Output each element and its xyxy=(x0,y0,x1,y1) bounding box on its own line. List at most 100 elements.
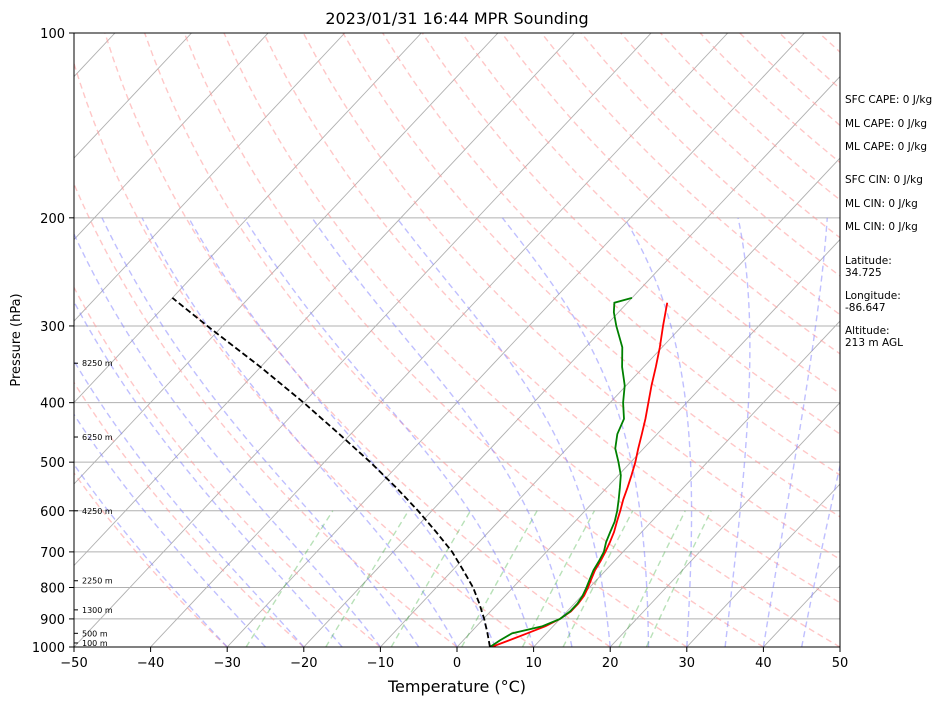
dry-adiabat xyxy=(74,286,381,647)
isotherm-line xyxy=(533,320,840,647)
x-tick-label: −40 xyxy=(137,656,164,671)
y-tick-label: 400 xyxy=(40,397,65,412)
isotherm-line xyxy=(456,238,840,647)
height-label: 500 m xyxy=(82,629,108,638)
mixing-ratio-line xyxy=(521,510,596,647)
chart-title: 2023/01/31 16:44 MPR Sounding xyxy=(325,9,588,28)
mixing-ratio-line xyxy=(618,510,686,647)
isotherm-line xyxy=(74,33,269,241)
height-label: 8250 m xyxy=(82,359,113,368)
isotherm-line xyxy=(380,157,840,647)
y-tick-label: 300 xyxy=(40,320,65,335)
y-tick-label: 200 xyxy=(40,212,65,227)
series-line xyxy=(489,296,633,647)
y-tick-label: 700 xyxy=(40,546,65,561)
dry-adiabat xyxy=(74,381,305,647)
moist-adiabat xyxy=(74,463,228,647)
dry-adiabat xyxy=(223,33,840,647)
dry-adiabat xyxy=(302,33,840,561)
x-axis-title: Temperature (°C) xyxy=(387,677,526,696)
moist-adiabat xyxy=(74,413,267,647)
isotherm-line xyxy=(686,483,840,647)
latitude-label: Latitude: 34.725 xyxy=(845,255,892,279)
moist-adiabat xyxy=(801,462,840,647)
moist-adiabat xyxy=(74,359,305,647)
plot-frame xyxy=(73,32,841,648)
dry-adiabat xyxy=(74,61,535,647)
x-tick-label: −20 xyxy=(290,656,317,671)
series-layer xyxy=(171,296,669,647)
ml-cin-label-1: ML CIN: 0 J/kg xyxy=(845,198,918,210)
x-tick-label: 30 xyxy=(679,656,696,671)
dry-adiabat xyxy=(342,33,840,518)
isotherm-line xyxy=(226,33,805,647)
mixing-ratio-line xyxy=(645,510,712,647)
height-label: 6250 m xyxy=(82,433,113,442)
isotherm-line xyxy=(74,33,192,159)
sfc-cin-label: SFC CIN: 0 J/kg xyxy=(845,174,923,186)
dry-adiabat xyxy=(540,33,840,316)
series-line xyxy=(171,297,491,647)
y-tick-label: 500 xyxy=(40,456,65,471)
x-tick-label: −30 xyxy=(213,656,240,671)
x-tick-label: 0 xyxy=(453,656,461,671)
y-tick-label: 600 xyxy=(40,505,65,520)
moist-adiabat xyxy=(141,217,458,647)
dry-adiabat xyxy=(74,182,458,647)
isotherm-line xyxy=(74,33,346,322)
moist-adiabat xyxy=(74,232,381,647)
mixing-ratio-line xyxy=(390,510,472,647)
isotherm-line xyxy=(74,33,499,485)
x-tick-label: −10 xyxy=(367,656,394,671)
mixing-ratio-line xyxy=(562,510,634,647)
moist-adiabat xyxy=(623,217,693,647)
isotherm-line xyxy=(303,75,840,647)
moist-adiabat xyxy=(501,217,650,647)
moist-adiabat xyxy=(762,217,828,647)
height-label: 2250 m xyxy=(82,577,113,586)
longitude-label: Longitude: -86.647 xyxy=(845,290,901,314)
isotherm-line xyxy=(74,33,652,647)
dry-adiabat xyxy=(74,471,228,647)
mixing-ratio-line xyxy=(325,510,410,647)
x-tick-label: 10 xyxy=(525,656,542,671)
height-label: 4250 m xyxy=(82,507,113,516)
x-tick-label: −50 xyxy=(60,656,87,671)
altitude-label: Altitude: 213 m AGL xyxy=(845,325,903,349)
y-ticks: 100 200 300 400 500 600 700 800 900 1000 xyxy=(32,27,74,656)
dry-adiabat xyxy=(263,33,840,604)
sfc-cape-label: SFC CAPE: 0 J/kg xyxy=(845,94,933,106)
x-tick-label: 50 xyxy=(832,656,849,671)
dry-adiabat xyxy=(382,33,840,476)
ml-cape-label-1: ML CAPE: 0 J/kg xyxy=(845,118,928,130)
isotherm-line xyxy=(74,33,422,404)
moist-adiabat xyxy=(74,300,343,647)
y-axis-title: Pressure (hPa) xyxy=(9,293,24,386)
dry-adiabat xyxy=(183,33,764,647)
height-label: 100 m xyxy=(82,639,108,648)
x-tick-label: 20 xyxy=(602,656,619,671)
y-tick-label: 800 xyxy=(40,581,65,596)
x-tick-label: 40 xyxy=(755,656,772,671)
isotherm-line xyxy=(150,33,729,647)
isotherm-line xyxy=(74,33,575,567)
moist-adiabat xyxy=(101,217,420,647)
grid-layer xyxy=(74,33,840,647)
x-ticks: −50 −40 −30 −20 −10 0 10 20 30 40 50 xyxy=(60,647,848,671)
dry-adiabat xyxy=(104,33,611,647)
mixing-ratio-line xyxy=(245,510,334,647)
y-tick-label: 100 xyxy=(40,27,65,42)
moist-adiabat xyxy=(311,217,573,647)
height-label: 1300 m xyxy=(82,606,113,615)
y-tick-label: 900 xyxy=(40,613,65,628)
mixing-ratio-line xyxy=(461,510,538,647)
y-tick-label: 1000 xyxy=(32,641,65,656)
ml-cin-label-2: ML CIN: 0 J/kg xyxy=(845,221,918,233)
moist-adiabat xyxy=(724,217,751,647)
ml-cape-label-2: ML CAPE: 0 J/kg xyxy=(845,141,928,153)
moist-adiabat xyxy=(188,217,496,647)
moist-adiabat xyxy=(243,217,535,647)
isotherm-line xyxy=(609,401,840,647)
